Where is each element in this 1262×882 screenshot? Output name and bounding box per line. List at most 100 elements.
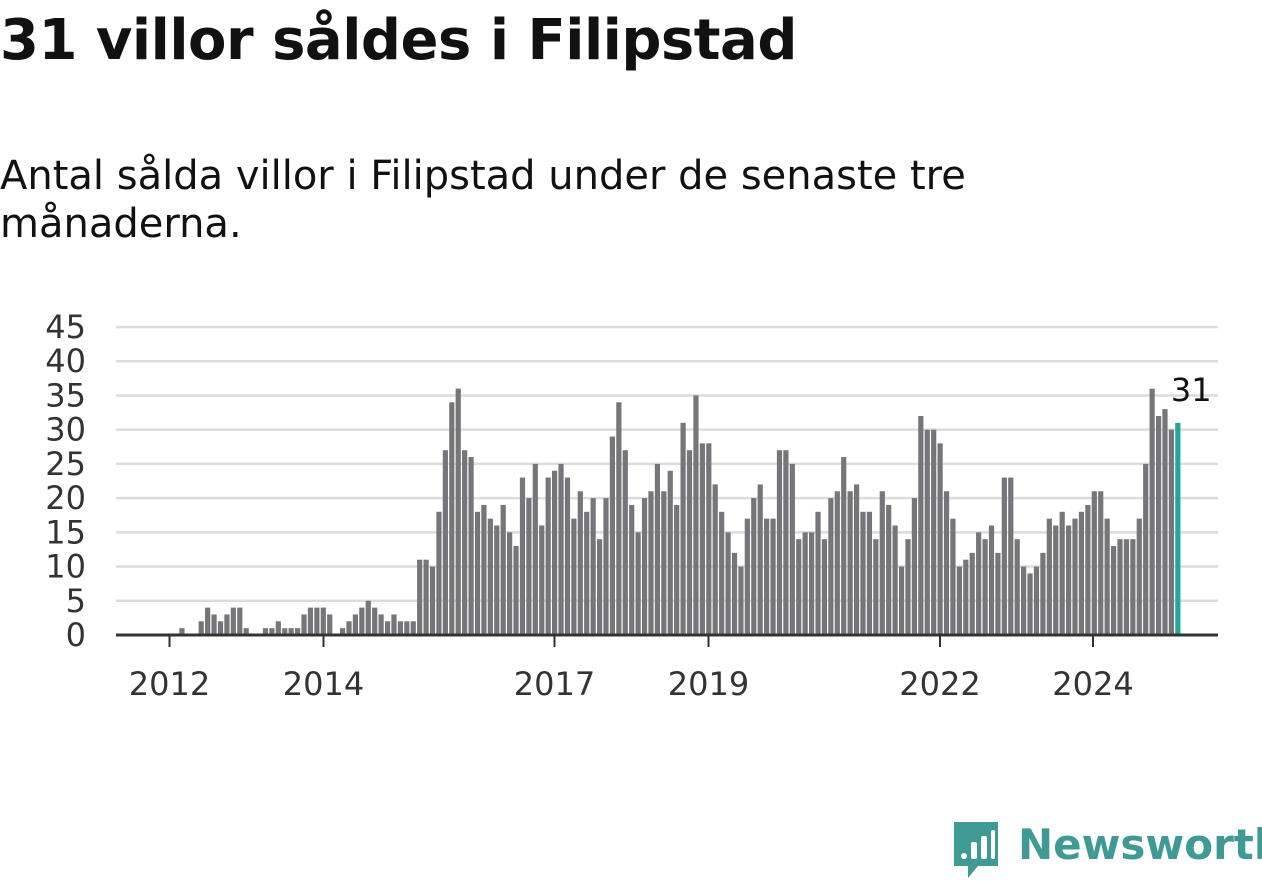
bar (609, 436, 616, 635)
bar (462, 450, 468, 635)
bar (905, 539, 911, 635)
bar (275, 621, 281, 635)
bar (577, 491, 583, 635)
bar (802, 532, 808, 635)
bar (468, 457, 474, 635)
bar (635, 532, 641, 635)
bar (738, 566, 744, 635)
bar (924, 429, 930, 635)
bars (179, 388, 1181, 635)
bar (789, 463, 795, 635)
newsworthy-logo: Newsworthy (950, 818, 1262, 880)
bar (1143, 463, 1149, 635)
bar (519, 477, 526, 635)
bar (963, 559, 969, 635)
bar (969, 552, 975, 635)
bar (359, 607, 365, 635)
bar (1021, 566, 1027, 635)
bar (648, 491, 654, 635)
bar (950, 518, 956, 635)
bar (1040, 552, 1046, 635)
bar (211, 614, 217, 635)
bar (397, 621, 403, 635)
bar (886, 504, 892, 635)
bar (1008, 477, 1014, 635)
bar (757, 484, 763, 635)
bar (552, 470, 558, 635)
highlight-value-label: 31 (1171, 371, 1212, 409)
bar (943, 491, 950, 635)
y-tick-label: 30 (45, 411, 86, 449)
bar (391, 614, 397, 635)
bar (513, 546, 519, 635)
bar (198, 621, 204, 635)
bar (526, 498, 532, 635)
bar (841, 457, 847, 635)
bar (1001, 477, 1007, 635)
bar (988, 525, 995, 635)
bar (217, 621, 224, 635)
bar (1078, 511, 1085, 635)
y-tick-label: 45 (45, 308, 86, 346)
bar (776, 450, 783, 635)
bar (834, 491, 840, 635)
bar (314, 607, 320, 635)
bar (937, 443, 943, 635)
bar (494, 525, 500, 635)
bar (1053, 525, 1059, 635)
bar (481, 504, 487, 635)
bar (1027, 573, 1033, 635)
bar (237, 607, 243, 635)
bar (1085, 504, 1091, 635)
y-tick-label: 20 (45, 479, 86, 517)
bar (423, 559, 429, 635)
bar (866, 511, 873, 635)
bar (719, 511, 725, 635)
bar (1014, 539, 1020, 635)
bar (1110, 546, 1117, 635)
bar (269, 628, 275, 635)
bar (770, 518, 776, 635)
bar (590, 498, 596, 635)
x-tick-label: 2024 (1052, 665, 1133, 703)
bar (1136, 518, 1142, 635)
bar (1104, 518, 1110, 635)
bar (815, 511, 821, 635)
bar (442, 450, 448, 635)
bar (436, 511, 442, 635)
bar (674, 504, 680, 635)
bar (372, 607, 378, 635)
bar (1130, 539, 1136, 635)
bar (1072, 518, 1078, 635)
bar (320, 607, 326, 635)
bar (661, 491, 667, 635)
x-tick-label: 2019 (668, 665, 749, 703)
bar (641, 498, 648, 635)
bar (1155, 415, 1162, 635)
newsworthy-icon (954, 822, 998, 878)
y-tick-label: 10 (45, 548, 86, 586)
bar (295, 628, 301, 635)
bar (918, 415, 924, 635)
bar (352, 614, 359, 635)
bar (539, 525, 545, 635)
bar (243, 628, 249, 635)
bar (1046, 518, 1052, 635)
bar (667, 470, 673, 635)
bar (982, 539, 988, 635)
bar (532, 463, 538, 635)
bar (224, 614, 230, 635)
x-axis-ticks: 2012 2014 2017 2019 2022 2024 (129, 635, 1134, 703)
bar (764, 518, 770, 635)
bar (898, 566, 905, 635)
bar (821, 539, 828, 635)
bar (1059, 511, 1065, 635)
bar (1123, 539, 1130, 635)
bar (327, 614, 333, 635)
x-tick-label: 2012 (129, 665, 210, 703)
bar (956, 566, 962, 635)
y-tick-label: 0 (66, 616, 86, 654)
bar (680, 422, 686, 635)
